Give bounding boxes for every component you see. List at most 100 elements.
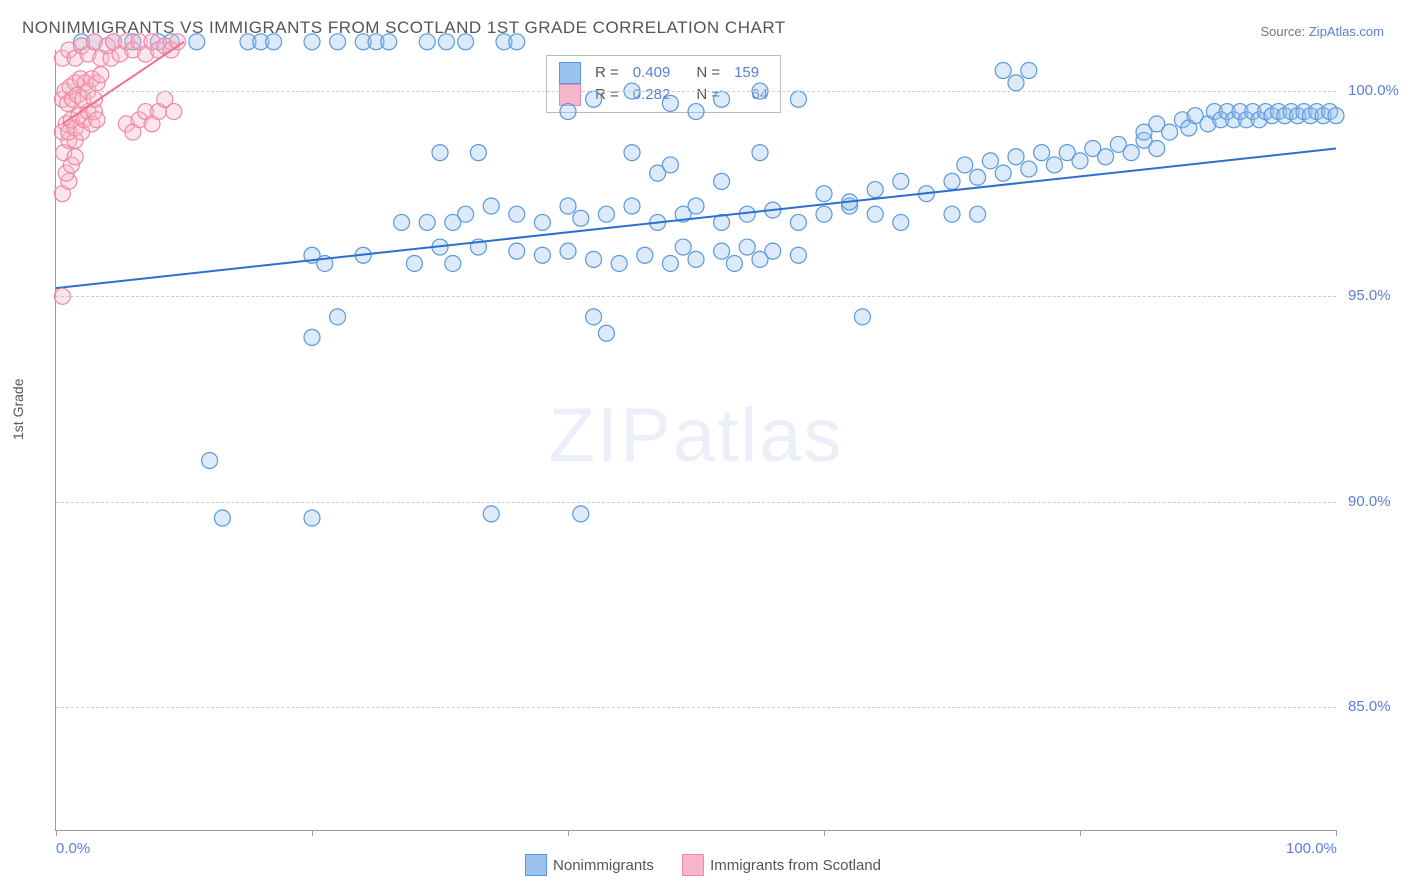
data-point — [534, 214, 550, 230]
legend-item-2: Immigrants from Scotland — [682, 854, 881, 876]
data-point — [509, 243, 525, 259]
data-point — [1149, 141, 1165, 157]
data-point — [586, 91, 602, 107]
data-point — [419, 214, 435, 230]
data-point — [739, 239, 755, 255]
data-point — [867, 182, 883, 198]
data-point — [394, 214, 410, 230]
xtick-mark — [1080, 830, 1081, 836]
data-point — [662, 95, 678, 111]
data-point — [89, 112, 105, 128]
data-point — [816, 206, 832, 222]
ytick-label: 85.0% — [1348, 698, 1391, 715]
data-point — [202, 453, 218, 469]
y-axis-label: 1st Grade — [10, 379, 26, 440]
data-point — [304, 34, 320, 50]
data-point — [1162, 124, 1178, 140]
data-point — [854, 309, 870, 325]
data-point — [790, 91, 806, 107]
xtick-mark — [568, 830, 569, 836]
data-point — [675, 239, 691, 255]
data-point — [726, 255, 742, 271]
data-point — [1008, 149, 1024, 165]
data-point — [790, 247, 806, 263]
data-point — [598, 325, 614, 341]
data-point — [714, 173, 730, 189]
data-point — [688, 104, 704, 120]
data-point — [573, 210, 589, 226]
data-point — [1072, 153, 1088, 169]
series-legend: Nonimmigrants Immigrants from Scotland — [0, 854, 1406, 880]
data-point — [445, 255, 461, 271]
data-point — [662, 157, 678, 173]
data-point — [483, 198, 499, 214]
xtick-mark — [824, 830, 825, 836]
data-point — [67, 149, 83, 165]
legend-item-1: Nonimmigrants — [525, 854, 654, 876]
data-point — [957, 157, 973, 173]
data-point — [1328, 108, 1344, 124]
data-point — [534, 247, 550, 263]
data-point — [1021, 161, 1037, 177]
data-point — [406, 255, 422, 271]
data-point — [330, 34, 346, 50]
data-point — [611, 255, 627, 271]
data-point — [166, 104, 182, 120]
data-point — [560, 243, 576, 259]
data-point — [752, 145, 768, 161]
data-point — [189, 34, 205, 50]
data-point — [944, 206, 960, 222]
data-point — [995, 165, 1011, 181]
gridline-h — [56, 707, 1336, 708]
data-point — [714, 243, 730, 259]
data-point — [893, 173, 909, 189]
data-point — [509, 34, 525, 50]
source-attribution: Source: ZipAtlas.com — [1260, 24, 1384, 39]
data-point — [982, 153, 998, 169]
xtick-mark — [56, 830, 57, 836]
data-point — [458, 206, 474, 222]
data-point — [586, 251, 602, 267]
scatter-plot-area: ZIPatlas R = 0.409 N = 159 R = 0.282 N =… — [55, 50, 1336, 831]
data-point — [816, 186, 832, 202]
data-point — [598, 206, 614, 222]
legend-swatch-nonimmigrants — [525, 854, 547, 876]
data-point — [1008, 75, 1024, 91]
data-point — [458, 34, 474, 50]
data-point — [330, 309, 346, 325]
data-point — [688, 198, 704, 214]
data-point — [970, 169, 986, 185]
data-point — [944, 173, 960, 189]
source-link[interactable]: ZipAtlas.com — [1309, 24, 1384, 39]
data-point — [637, 247, 653, 263]
gridline-h — [56, 296, 1336, 297]
data-point — [662, 255, 678, 271]
data-point — [1046, 157, 1062, 173]
data-point — [867, 206, 883, 222]
data-point — [586, 309, 602, 325]
data-point — [1021, 63, 1037, 79]
data-point — [624, 145, 640, 161]
ytick-label: 95.0% — [1348, 287, 1391, 304]
data-point — [93, 67, 109, 83]
data-point — [509, 206, 525, 222]
data-point — [483, 506, 499, 522]
data-point — [438, 34, 454, 50]
data-point — [304, 510, 320, 526]
data-point — [419, 34, 435, 50]
legend-label-1: Nonimmigrants — [553, 857, 654, 874]
data-point — [560, 104, 576, 120]
data-point — [765, 243, 781, 259]
data-point — [790, 214, 806, 230]
data-point — [304, 329, 320, 345]
legend-label-2: Immigrants from Scotland — [710, 857, 881, 874]
data-point — [624, 198, 640, 214]
ytick-label: 90.0% — [1348, 493, 1391, 510]
data-point — [470, 145, 486, 161]
source-prefix: Source: — [1260, 24, 1308, 39]
data-point — [1123, 145, 1139, 161]
data-point — [995, 63, 1011, 79]
gridline-h — [56, 91, 1336, 92]
data-point — [266, 34, 282, 50]
xtick-mark — [1336, 830, 1337, 836]
